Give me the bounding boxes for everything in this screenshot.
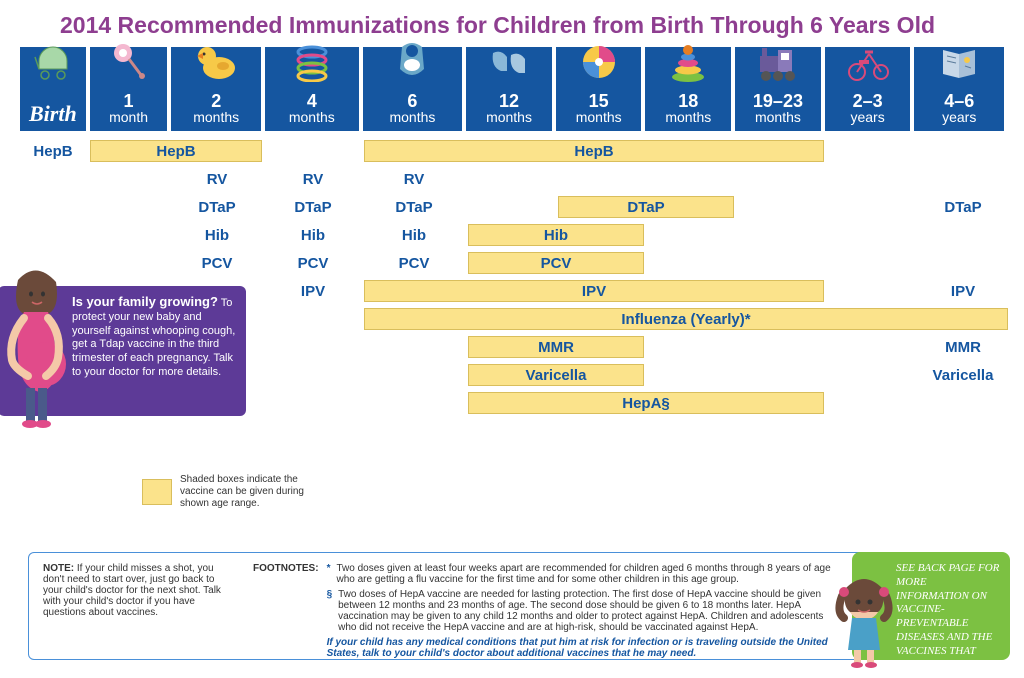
vaccine-label: Hib	[402, 227, 426, 244]
footnote-star-text: Two doses given at least four weeks apar…	[336, 563, 835, 585]
footer-medical-note: If your child has any medical conditions…	[327, 637, 835, 659]
age-number: 2	[211, 92, 221, 110]
age-unit: years	[942, 110, 976, 125]
vaccine-row-0: HepB HepB HepB	[20, 137, 1004, 165]
age-unit: years	[850, 110, 884, 125]
age-number: 6	[407, 92, 417, 110]
vaccine-label: Hib	[205, 227, 229, 244]
age-number: 15	[589, 92, 609, 110]
age-number: 4–6	[944, 92, 974, 110]
vaccine-row-1: RV RV RV	[20, 165, 1004, 193]
callout-body: To protect your new baby and yourself ag…	[72, 297, 235, 378]
age-header-0: Birth	[20, 47, 86, 131]
vaccine-label: PCV	[298, 255, 329, 272]
vaccine-label: RV	[404, 171, 425, 188]
age-unit: months	[755, 110, 801, 125]
age-header-10: 4–6years	[914, 47, 1004, 131]
vaccine-row-4: PCV PCV PCV PCV	[20, 249, 1004, 277]
booties-icon	[485, 41, 533, 83]
stroller-icon	[29, 41, 77, 83]
page-title: 2014 Recommended Immunizations for Child…	[60, 12, 1024, 39]
legend: Shaded boxes indicate the vaccine can be…	[142, 474, 330, 510]
age-number: 18	[678, 92, 698, 110]
vaccine-label: HepB	[33, 143, 72, 160]
footnote-star-mark: *	[327, 563, 331, 585]
vaccine-row-2: DTaP DTaP DTaP DTaP DTaP	[20, 193, 1004, 221]
footnotes-label: FOOTNOTES:	[253, 563, 319, 659]
vaccine-label: RV	[207, 171, 228, 188]
age-number: 12	[499, 92, 519, 110]
vaccine-range-box: MMR	[468, 336, 644, 358]
age-unit: months	[289, 110, 335, 125]
age-header-row: Birth1month2months4months6months12months…	[20, 47, 1004, 131]
vaccine-label: DTaP	[198, 199, 235, 216]
callout-heading: Is your family growing?	[72, 294, 218, 309]
pregnant-woman-icon	[0, 268, 76, 428]
vaccine-range-box: HepB	[364, 140, 824, 162]
rings-icon	[288, 41, 336, 83]
age-unit: months	[576, 110, 622, 125]
rattle-icon	[105, 41, 153, 83]
vaccine-label: IPV	[951, 283, 975, 300]
train-icon	[754, 41, 802, 83]
age-number: 4	[307, 92, 317, 110]
footnote-section-mark: §	[327, 589, 333, 633]
ball-icon	[575, 41, 623, 83]
vaccine-label: DTaP	[395, 199, 432, 216]
vaccine-row-3: Hib Hib Hib Hib	[20, 221, 1004, 249]
age-unit: months	[389, 110, 435, 125]
vaccine-label: PCV	[399, 255, 430, 272]
vaccine-range-box: Varicella	[468, 364, 644, 386]
vaccine-label: DTaP	[294, 199, 331, 216]
age-header-3: 4months	[265, 47, 359, 131]
vaccine-label: Hib	[301, 227, 325, 244]
vaccine-label: Varicella	[933, 367, 994, 384]
age-number: Birth	[29, 103, 77, 125]
legend-swatch	[142, 479, 172, 505]
vaccine-range-box: Influenza (Yearly)*	[364, 308, 1008, 330]
age-header-1: 1month	[90, 47, 168, 131]
child-icon	[834, 578, 894, 668]
vaccine-label: IPV	[301, 283, 325, 300]
stacker-icon	[664, 41, 712, 83]
age-unit: months	[665, 110, 711, 125]
age-header-9: 2–3years	[825, 47, 911, 131]
age-number: 19–23	[753, 92, 803, 110]
age-header-6: 15months	[556, 47, 642, 131]
age-header-5: 12months	[466, 47, 552, 131]
vaccine-range-box: IPV	[364, 280, 824, 302]
vaccine-range-box: Hib	[468, 224, 644, 246]
age-header-8: 19–23months	[735, 47, 821, 131]
age-unit: month	[109, 110, 148, 125]
age-header-7: 18months	[645, 47, 731, 131]
vaccine-label: RV	[303, 171, 324, 188]
age-number: 2–3	[853, 92, 883, 110]
age-number: 1	[124, 92, 134, 110]
legend-text: Shaded boxes indicate the vaccine can be…	[180, 474, 330, 510]
trike-icon	[844, 41, 892, 83]
age-unit: months	[486, 110, 532, 125]
footnote-section-text: Two doses of HepA vaccine are needed for…	[338, 589, 835, 633]
vaccine-range-box: DTaP	[558, 196, 734, 218]
book-icon	[935, 41, 983, 83]
duck-icon	[192, 41, 240, 83]
footnotes-column: FOOTNOTES: *Two doses given at least fou…	[253, 563, 835, 649]
vaccine-range-box: HepB	[90, 140, 262, 162]
vaccine-label: PCV	[202, 255, 233, 272]
age-unit: months	[193, 110, 239, 125]
note-column: NOTE: If your child misses a shot, you d…	[43, 563, 233, 649]
vaccine-range-box: PCV	[468, 252, 644, 274]
vaccine-label: MMR	[945, 339, 981, 356]
vaccine-range-box: HepA§	[468, 392, 824, 414]
note-label: NOTE:	[43, 563, 74, 574]
bib-icon	[388, 41, 436, 83]
age-header-2: 2months	[171, 47, 261, 131]
vaccine-label: DTaP	[944, 199, 981, 216]
age-header-4: 6months	[363, 47, 463, 131]
